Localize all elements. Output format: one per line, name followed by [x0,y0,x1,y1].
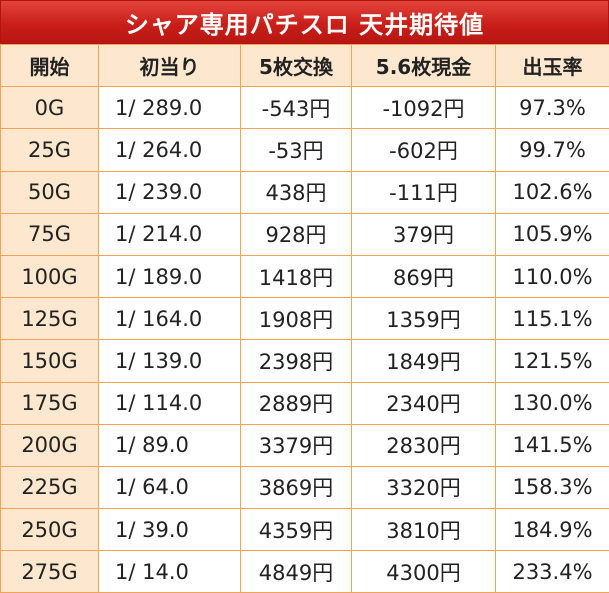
cell-start: 250G [1,509,99,551]
cell-5-exchange: 2889円 [241,382,352,424]
cell-payout-rate: 102.6% [496,171,609,213]
cell-5-exchange: 3869円 [241,466,352,508]
cell-first-hit: 1/ 14.0 [99,551,241,593]
cell-first-hit: 1/ 139.0 [99,340,241,382]
cell-5-6-cash: 4300円 [352,551,496,593]
cell-payout-rate: 97.3% [496,87,609,129]
cell-5-exchange: 2398円 [241,340,352,382]
cell-first-hit: 1/ 189.0 [99,255,241,297]
cell-payout-rate: 99.7% [496,129,609,171]
cell-5-exchange: 1418円 [241,255,352,297]
cell-first-hit: 1/ 114.0 [99,382,241,424]
cell-first-hit: 1/ 164.0 [99,298,241,340]
cell-5-6-cash: 2340円 [352,382,496,424]
cell-payout-rate: 110.0% [496,255,609,297]
cell-payout-rate: 105.9% [496,213,609,255]
cell-payout-rate: 121.5% [496,340,609,382]
cell-first-hit: 1/ 89.0 [99,424,241,466]
cell-start: 225G [1,466,99,508]
cell-start: 75G [1,213,99,255]
cell-first-hit: 1/ 39.0 [99,509,241,551]
cell-start: 150G [1,340,99,382]
cell-5-exchange: 4359円 [241,509,352,551]
cell-5-6-cash: -602円 [352,129,496,171]
cell-5-6-cash: 3810円 [352,509,496,551]
cell-start: 175G [1,382,99,424]
cell-start: 200G [1,424,99,466]
cell-5-exchange: 928円 [241,213,352,255]
cell-start: 0G [1,87,99,129]
cell-payout-rate: 158.3% [496,466,609,508]
header-5-6-cash: 5.6枚現金 [352,45,496,87]
cell-payout-rate: 130.0% [496,382,609,424]
cell-payout-rate: 141.5% [496,424,609,466]
cell-payout-rate: 184.9% [496,509,609,551]
cell-5-6-cash: 1849円 [352,340,496,382]
cell-5-exchange: -53円 [241,129,352,171]
cell-start: 275G [1,551,99,593]
cell-payout-rate: 233.4% [496,551,609,593]
cell-5-exchange: 438円 [241,171,352,213]
cell-start: 50G [1,171,99,213]
header-row: 開始 初当り 5枚交換 5.6枚現金 出玉率 [1,45,609,87]
cell-5-exchange: -543円 [241,87,352,129]
cell-5-6-cash: -111円 [352,171,496,213]
cell-first-hit: 1/ 64.0 [99,466,241,508]
cell-5-6-cash: -1092円 [352,87,496,129]
cell-first-hit: 1/ 214.0 [99,213,241,255]
cell-5-exchange: 1908円 [241,298,352,340]
cell-5-exchange: 4849円 [241,551,352,593]
cell-start: 100G [1,255,99,297]
header-5-exchange: 5枚交換 [241,45,352,87]
cell-5-6-cash: 1359円 [352,298,496,340]
header-first-hit: 初当り [99,45,241,87]
cell-first-hit: 1/ 239.0 [99,171,241,213]
cell-5-6-cash: 869円 [352,255,496,297]
cell-5-6-cash: 2830円 [352,424,496,466]
header-payout-rate: 出玉率 [496,45,609,87]
cell-5-exchange: 3379円 [241,424,352,466]
table-title: シャア専用パチスロ 天井期待値 [0,0,609,44]
header-start: 開始 [1,45,99,87]
cell-first-hit: 1/ 264.0 [99,129,241,171]
cell-first-hit: 1/ 289.0 [99,87,241,129]
cell-5-6-cash: 379円 [352,213,496,255]
cell-payout-rate: 115.1% [496,298,609,340]
cell-start: 125G [1,298,99,340]
cell-5-6-cash: 3320円 [352,466,496,508]
cell-start: 25G [1,129,99,171]
